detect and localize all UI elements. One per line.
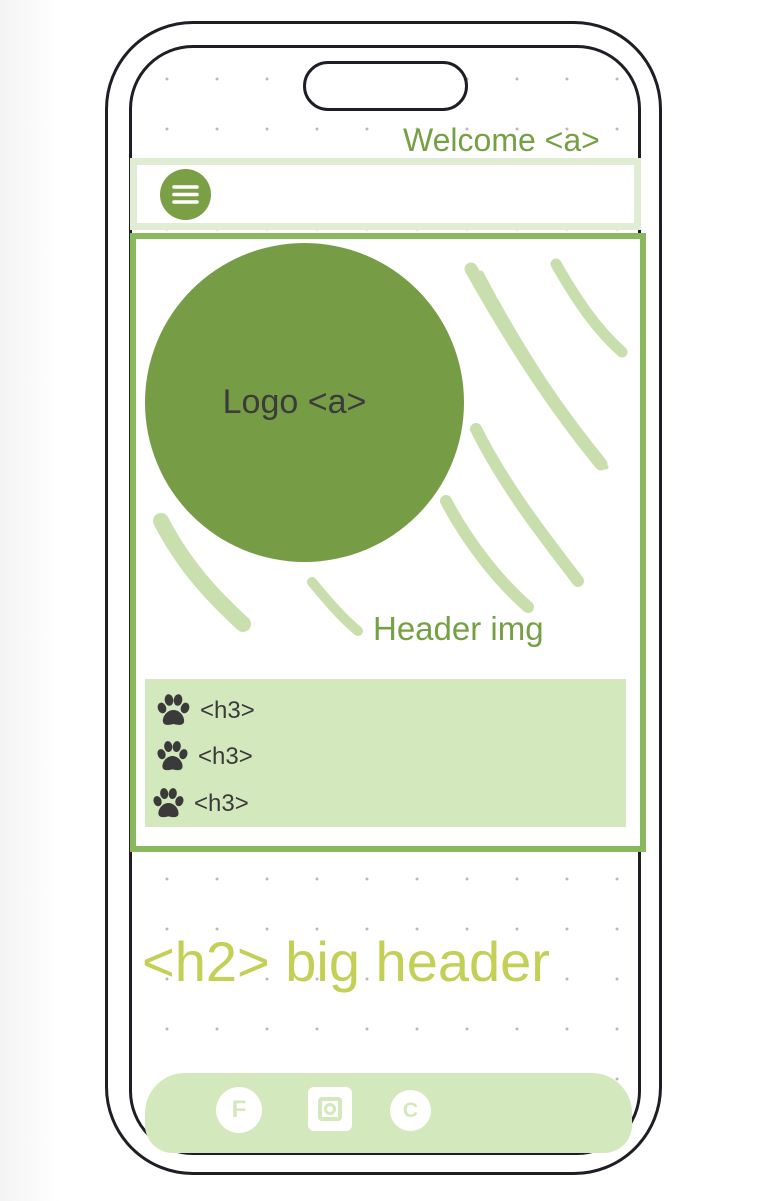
h3-panel — [145, 679, 626, 827]
logo-link[interactable]: Logo <a> — [145, 243, 464, 562]
c-glyph: C — [402, 1098, 419, 1122]
instagram-lens-frame — [318, 1097, 342, 1121]
header-image-label: Header img — [373, 610, 544, 647]
h3-label: <h3> — [198, 743, 253, 770]
h3-label: <h3> — [200, 697, 255, 724]
hamburger-menu-icon — [172, 185, 199, 204]
paw-icon — [153, 788, 184, 818]
h3-item: <h3> — [150, 786, 249, 822]
page-shadow — [0, 0, 60, 1201]
c-icon[interactable]: C — [390, 1090, 431, 1131]
facebook-icon[interactable]: F — [216, 1087, 262, 1133]
h3-label: <h3> — [194, 790, 249, 817]
welcome-link[interactable]: Welcome <a> — [403, 122, 600, 158]
nav-bar — [130, 158, 641, 230]
facebook-glyph: F — [231, 1096, 247, 1123]
header-image-strokes — [153, 258, 628, 636]
instagram-lens — [324, 1103, 336, 1115]
logo-label: Logo <a> — [222, 383, 367, 421]
h3-item: <h3> — [154, 739, 253, 775]
instagram-icon[interactable] — [308, 1087, 352, 1131]
paw-icon — [157, 741, 188, 771]
paw-icon — [157, 694, 190, 725]
hamburger-menu-button[interactable] — [160, 169, 211, 220]
big-header: <h2> big header — [142, 930, 550, 993]
phone-notch — [303, 61, 468, 111]
h3-item: <h3> — [154, 693, 255, 729]
